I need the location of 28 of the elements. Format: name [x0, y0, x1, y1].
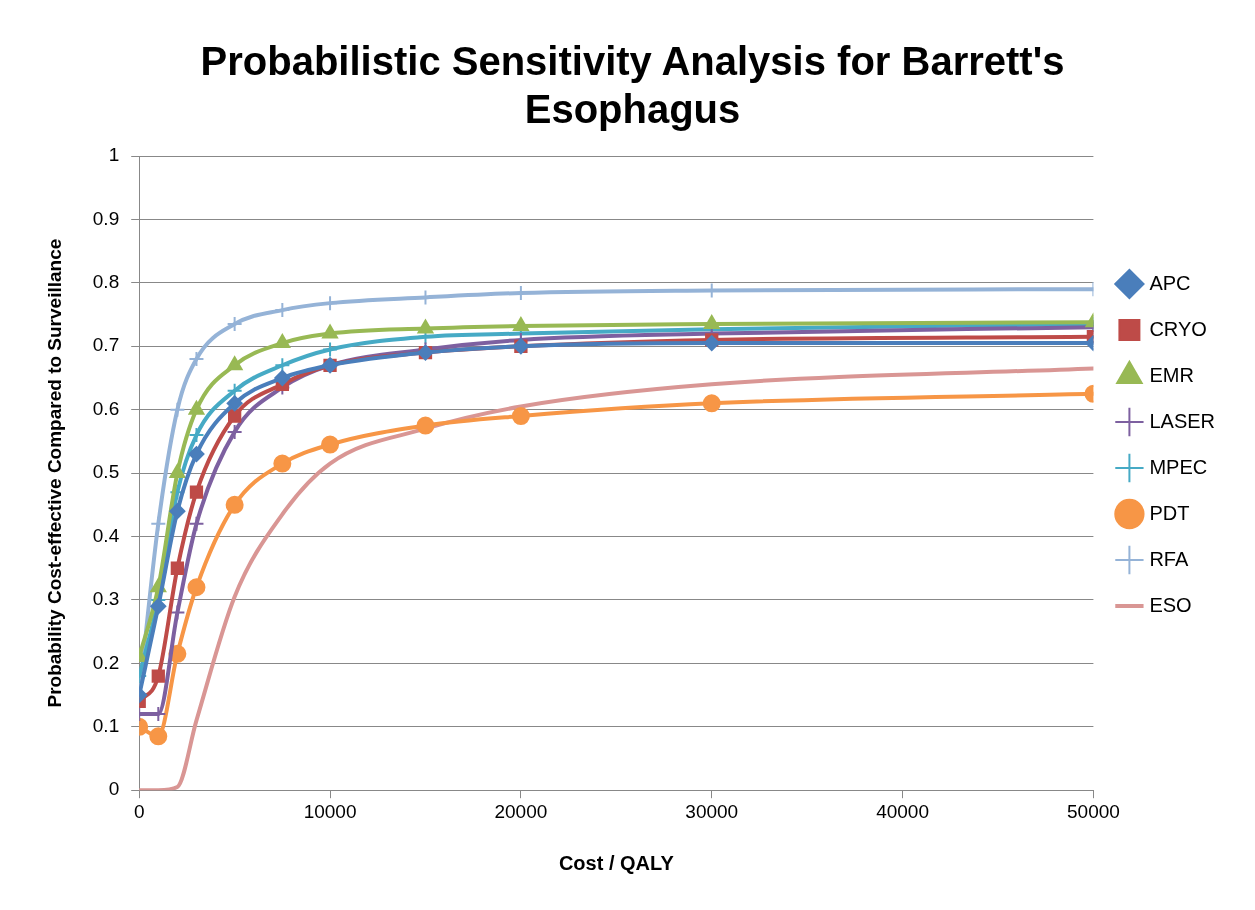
y-tick-label: 0.9 — [92, 207, 120, 229]
x-tick-label: 30000 — [685, 800, 739, 822]
x-axis-title: Cost / QALY — [558, 851, 675, 874]
legend-label: ESO — [1149, 593, 1192, 616]
y-tick-label: 1 — [108, 144, 120, 166]
legend-label: EMR — [1149, 363, 1194, 386]
legend-label: MPEC — [1149, 455, 1208, 478]
y-tick-label: 0.4 — [92, 524, 120, 546]
y-tick-label: 0.1 — [92, 715, 120, 737]
y-tick-label: 0.7 — [92, 334, 120, 356]
legend-label: APC — [1149, 271, 1191, 294]
y-tick-label: 0.2 — [92, 651, 120, 673]
legend-label: CRYO — [1149, 317, 1207, 340]
y-tick-label: 0.6 — [92, 397, 120, 419]
legend-label: PDT — [1149, 501, 1190, 524]
x-tick-label: 40000 — [876, 800, 929, 822]
y-tick-label: 0.8 — [92, 271, 120, 293]
x-tick-label: 50000 — [1066, 800, 1120, 822]
y-tick-label: 0.5 — [92, 461, 120, 483]
legend-label: RFA — [1149, 547, 1189, 570]
x-tick-label: 20000 — [494, 800, 548, 822]
y-axis-title: Probability Cost-effective Compared to Surveillance — [43, 238, 65, 708]
y-tick-label: 0 — [108, 778, 120, 800]
legend-label: LASER — [1149, 409, 1216, 432]
x-tick-label: 10000 — [303, 800, 357, 822]
x-tick-label: 0 — [133, 800, 145, 822]
y-tick-label: 0.3 — [92, 588, 120, 610]
chart-title: Probabilistic Sensitivity Analysis for Barrett's Esophagus — [200, 39, 1065, 132]
